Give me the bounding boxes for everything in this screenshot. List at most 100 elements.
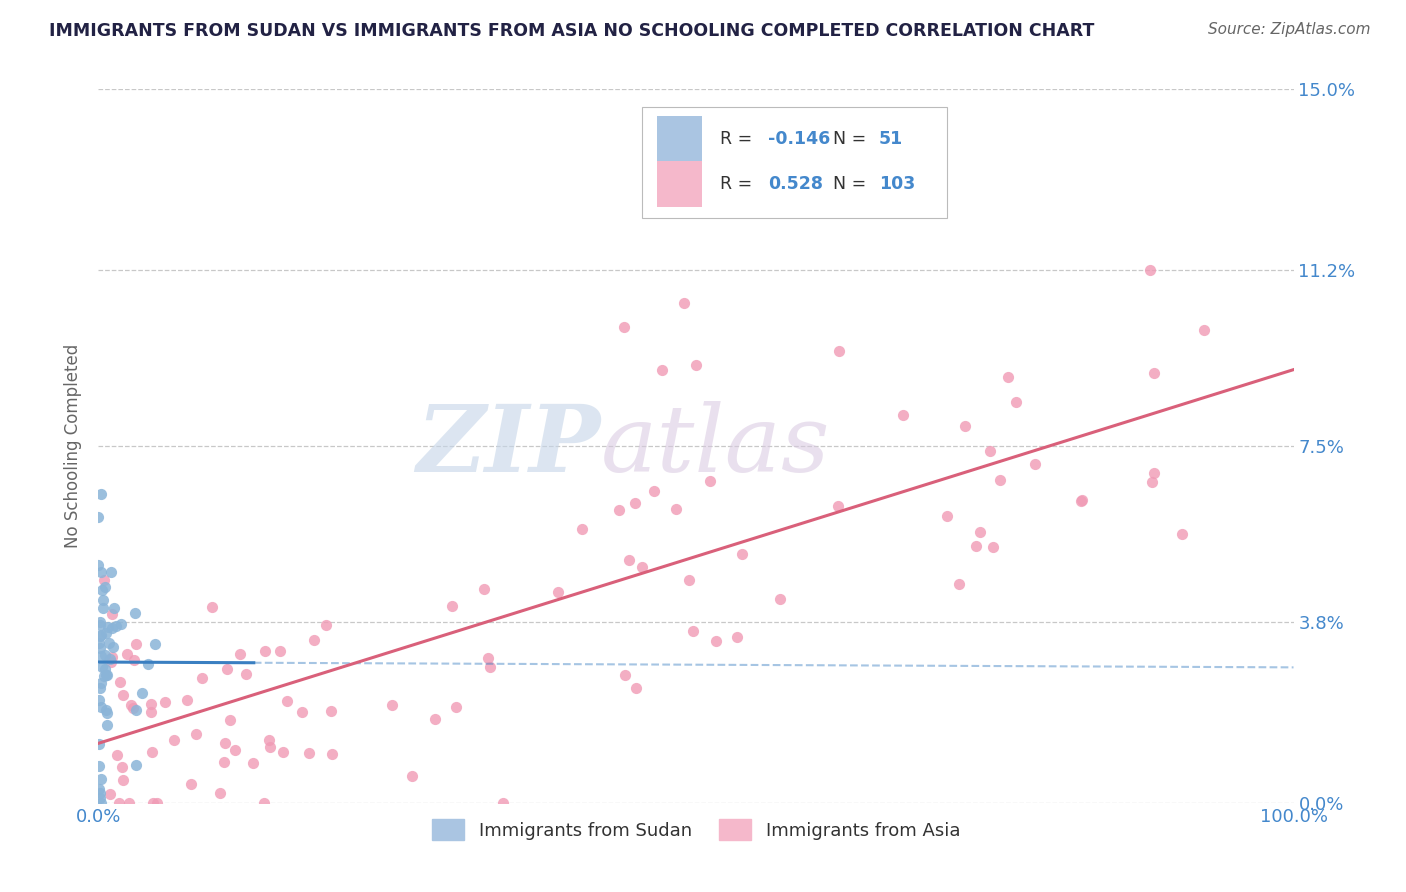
Point [235,667,257,681]
Point [180,777,202,791]
Point [122,701,145,715]
Point [145,796,167,810]
Point [1171,527,1194,541]
Point [124,606,146,620]
Point [446,700,468,714]
Point [321,747,343,761]
Point [153,695,176,709]
Point [214,736,236,750]
Point [115,647,138,661]
Point [90,486,112,500]
Point [1070,494,1092,508]
Point [89,615,111,630]
Point [93,669,115,683]
Point [1004,394,1026,409]
Point [1143,466,1166,480]
Point [176,693,198,707]
Point [547,584,569,599]
Point [651,363,673,377]
Text: 103: 103 [879,175,915,193]
Point [87,759,110,773]
Legend: Immigrants from Sudan, Immigrants from Asia: Immigrants from Sudan, Immigrants from A… [425,812,967,847]
Point [224,742,246,756]
Point [163,732,186,747]
Text: IMMIGRANTS FROM SUDAN VS IMMIGRANTS FROM ASIA NO SCHOOLING COMPLETED CORRELATION: IMMIGRANTS FROM SUDAN VS IMMIGRANTS FROM… [49,22,1095,40]
Bar [657,116,702,162]
Point [87,510,110,524]
Point [271,745,294,759]
Point [120,698,142,712]
Point [200,599,222,614]
Point [89,681,111,695]
Point [90,796,112,810]
Text: R =: R = [720,130,758,148]
Point [891,408,914,422]
Text: N =: N = [834,130,872,148]
Point [209,787,232,801]
Text: ZIP: ZIP [416,401,600,491]
Point [136,657,159,671]
Point [643,484,665,499]
Point [89,629,111,643]
Point [90,628,112,642]
Point [103,601,125,615]
Point [242,756,264,770]
Point [613,320,636,334]
Point [90,676,112,690]
Point [87,558,110,572]
Point [259,740,281,755]
Point [94,626,117,640]
Bar [657,161,702,207]
Text: 51: 51 [879,130,903,148]
Point [478,660,501,674]
Point [97,620,120,634]
Point [609,503,631,517]
Point [472,582,495,596]
Point [1070,493,1092,508]
Point [122,653,145,667]
Point [124,703,146,717]
Y-axis label: No Schooling Completed: No Schooling Completed [65,344,83,548]
Point [141,705,163,719]
Point [94,662,117,676]
Point [1024,457,1046,471]
Point [1192,323,1215,337]
Point [100,655,122,669]
Point [1140,475,1163,489]
Point [103,640,125,654]
Text: Source: ZipAtlas.com: Source: ZipAtlas.com [1208,22,1371,37]
Point [87,693,110,707]
Point [143,637,166,651]
Point [98,636,121,650]
Point [571,522,593,536]
Point [93,600,115,615]
Point [699,474,721,488]
Point [614,668,637,682]
Point [125,758,148,772]
Point [948,576,970,591]
Point [979,444,1001,458]
Point [228,647,250,661]
Point [624,496,647,510]
Point [215,661,238,675]
Point [100,787,122,801]
Point [953,419,976,434]
Point [257,733,280,747]
Point [477,650,499,665]
Point [988,473,1011,487]
Point [105,619,128,633]
Point [110,675,132,690]
Point [90,648,112,663]
Point [254,643,277,657]
Point [319,704,342,718]
Point [997,370,1019,384]
Text: N =: N = [834,175,872,193]
Point [112,773,135,788]
Point [90,566,112,580]
Point [401,769,423,783]
Point [253,796,276,810]
Point [673,296,696,310]
Point [100,566,122,580]
Point [101,607,124,621]
Point [90,700,112,714]
